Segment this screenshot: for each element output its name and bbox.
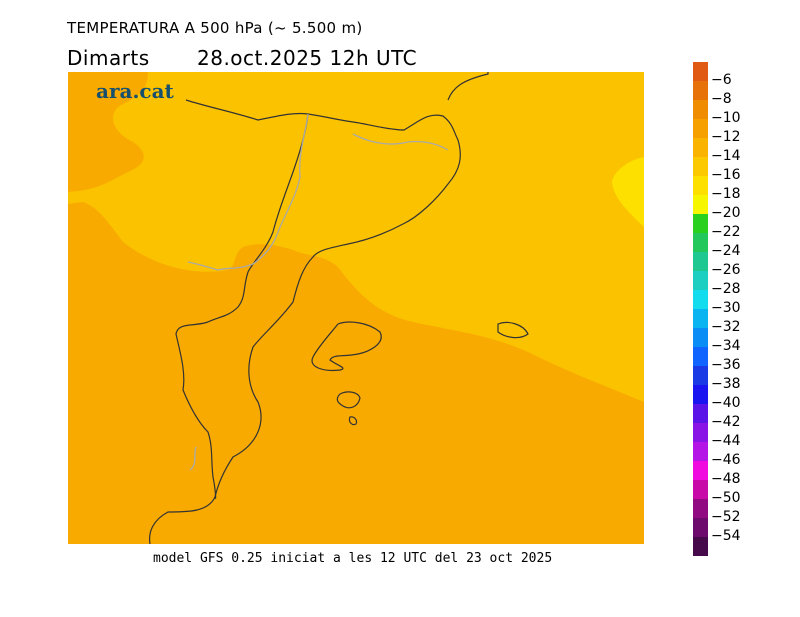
legend-swatch [693, 480, 708, 499]
legend-swatch [693, 214, 708, 233]
legend-label: −14 [711, 148, 741, 164]
legend-swatch [693, 461, 708, 480]
legend-label: −30 [711, 300, 741, 316]
legend-label: −22 [711, 224, 741, 240]
chart-title: TEMPERATURA A 500 hPa (~ 5.500 m) [67, 19, 363, 37]
map-canvas [68, 72, 644, 544]
legend-label: −36 [711, 357, 741, 373]
legend-label: −26 [711, 262, 741, 278]
legend-label: −18 [711, 186, 741, 202]
zone-minus16 [612, 157, 644, 227]
legend-swatch [693, 62, 708, 81]
legend-label: −10 [711, 110, 741, 126]
legend-label: −20 [711, 205, 741, 221]
legend-swatch [693, 347, 708, 366]
legend-swatch [693, 499, 708, 518]
legend-swatch [693, 138, 708, 157]
legend-label: −42 [711, 414, 741, 430]
legend-swatch [693, 233, 708, 252]
legend-swatch [693, 328, 708, 347]
legend-label: −6 [711, 72, 732, 88]
legend-swatch [693, 518, 708, 537]
legend-label: −50 [711, 490, 741, 506]
temperature-map[interactable] [68, 72, 644, 544]
legend-swatch [693, 271, 708, 290]
legend-swatch [693, 385, 708, 404]
legend-swatch [693, 290, 708, 309]
ara-cat-logo: ara.cat [96, 79, 174, 103]
legend-label: −28 [711, 281, 741, 297]
legend-swatch [693, 309, 708, 328]
legend-label: −48 [711, 471, 741, 487]
color-legend: −6 −8 −10 −12 −14 −16 −18 −20 −22 −24 −26 −28 −30 −32… [693, 62, 783, 556]
forecast-time: 28.oct.2025 12h UTC [197, 46, 418, 70]
legend-swatch [693, 537, 708, 556]
legend-label: −16 [711, 167, 741, 183]
zone-minus14 [68, 72, 644, 402]
forecast-datetime: Dimarts 28.oct.2025 12h UTC [67, 46, 417, 70]
legend-label: −52 [711, 509, 741, 525]
legend-label: −34 [711, 338, 741, 354]
border-lines [187, 113, 449, 471]
legend-label: −8 [711, 91, 732, 107]
legend-label: −12 [711, 129, 741, 145]
legend-swatch [693, 195, 708, 214]
legend-swatch [693, 423, 708, 442]
legend-swatch [693, 100, 708, 119]
legend-label: −24 [711, 243, 741, 259]
legend-swatch [693, 442, 708, 461]
legend-swatch [693, 252, 708, 271]
legend-label: −40 [711, 395, 741, 411]
legend-label: −32 [711, 319, 741, 335]
legend-swatch [693, 81, 708, 100]
legend-label: −44 [711, 433, 741, 449]
legend-swatch [693, 176, 708, 195]
coastline [148, 72, 529, 544]
forecast-day: Dimarts [67, 46, 150, 70]
legend-label: −54 [711, 528, 741, 544]
legend-swatch [693, 366, 708, 385]
legend-swatch [693, 119, 708, 138]
model-footer: model GFS 0.25 iniciat a les 12 UTC del … [153, 551, 553, 566]
legend-label: −38 [711, 376, 741, 392]
legend-label: −46 [711, 452, 741, 468]
legend-swatch [693, 404, 708, 423]
legend-swatch [693, 157, 708, 176]
